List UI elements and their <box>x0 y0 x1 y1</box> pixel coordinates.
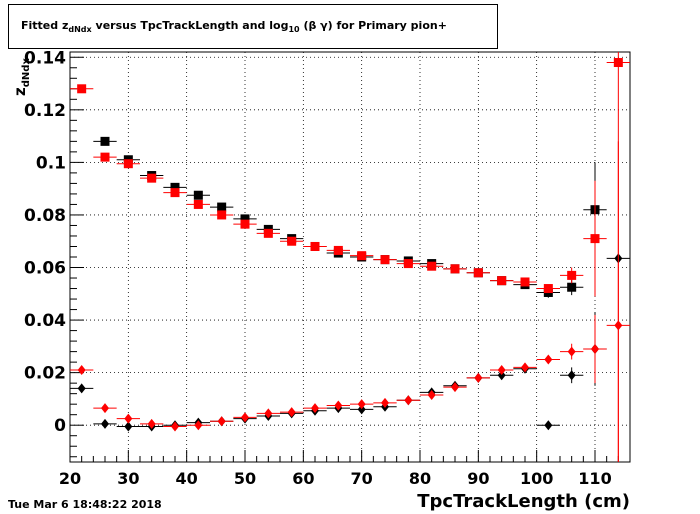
data-point-diamond <box>404 395 413 406</box>
data-point-diamond <box>381 397 389 408</box>
data-marks <box>70 52 630 462</box>
data-point-square <box>567 282 577 292</box>
y-tick-label: 0.06 <box>24 259 66 279</box>
data-point-square <box>193 199 203 209</box>
data-point-square <box>170 182 180 192</box>
y-tick-label: 0.08 <box>24 206 66 226</box>
data-point-diamond <box>357 399 366 410</box>
data-point-square <box>310 241 320 251</box>
data-point-diamond <box>101 403 109 414</box>
tick-labels: 20 30 40 50 60 70 80 90 100 110 0 0.02 0.04 0.06 0.08 0… <box>24 48 612 488</box>
x-tick-label: 70 <box>351 469 373 488</box>
x-tick-label: 30 <box>117 469 139 488</box>
data-point-square <box>473 268 483 278</box>
data-point-square <box>170 188 180 198</box>
data-point-diamond <box>591 343 599 354</box>
x-tick-label: 60 <box>292 469 314 488</box>
data-point-square <box>217 210 227 220</box>
data-point-diamond <box>171 421 179 432</box>
axis-ticks <box>69 56 631 462</box>
x-axis-title: TpcTrackLength (cm) <box>417 491 630 512</box>
data-point-diamond <box>497 365 506 376</box>
data-point-square <box>77 84 87 94</box>
data-point-square <box>193 190 203 200</box>
data-point-diamond <box>264 408 273 419</box>
data-point-square <box>123 159 133 169</box>
y-tick-label: 0.14 <box>24 48 66 68</box>
data-point-square <box>427 261 437 271</box>
data-point-diamond <box>147 418 156 429</box>
data-point-diamond <box>124 413 133 424</box>
data-point-diamond <box>194 420 203 431</box>
data-point-diamond <box>544 420 553 431</box>
data-point-diamond <box>217 416 226 427</box>
data-point-diamond <box>77 383 86 394</box>
data-point-square <box>357 251 367 261</box>
chart-title: Fitted zdNdx versus TpcTrackLength and l… <box>21 19 447 34</box>
data-point-diamond <box>544 354 553 365</box>
data-point-diamond <box>451 382 459 393</box>
data-point-square <box>613 58 623 68</box>
y-tick-label: 0 <box>54 416 66 436</box>
data-point-square <box>520 277 530 287</box>
data-point-square <box>333 245 343 255</box>
data-point-diamond <box>427 389 436 400</box>
x-tick-label: 100 <box>520 469 553 488</box>
data-point-square <box>217 202 227 212</box>
y-tick-label: 0.02 <box>24 364 66 384</box>
x-tick-label: 110 <box>578 469 611 488</box>
y-axis-title: zdNdx <box>11 58 32 96</box>
data-point-square <box>403 259 413 269</box>
data-point-diamond <box>521 362 529 373</box>
data-point-diamond <box>357 404 366 415</box>
y-tick-label: 0.12 <box>24 101 66 121</box>
data-point-diamond <box>101 418 109 429</box>
data-point-diamond <box>567 346 576 357</box>
data-point-diamond <box>124 421 133 432</box>
y-tick-label: 0.1 <box>36 153 66 173</box>
data-point-square <box>543 284 553 294</box>
x-tick-label: 90 <box>467 469 489 488</box>
data-point-diamond <box>614 320 623 331</box>
title-box: Fitted zdNdx versus TpcTrackLength and l… <box>8 4 498 49</box>
data-point-square <box>590 234 600 244</box>
x-tick-label: 50 <box>234 469 256 488</box>
data-point-diamond <box>474 372 483 383</box>
x-tick-label: 20 <box>59 469 81 488</box>
data-point-square <box>287 236 297 246</box>
y-tick-label: 0.04 <box>24 311 66 331</box>
data-point-diamond <box>311 403 319 414</box>
data-point-square <box>100 136 110 146</box>
data-point-square <box>263 228 273 238</box>
data-point-diamond <box>567 370 576 381</box>
footer-date: Tue Mar 6 18:48:22 2018 <box>8 498 162 511</box>
data-point-square <box>497 276 507 286</box>
data-point-square <box>567 270 577 280</box>
data-point-diamond <box>241 412 249 423</box>
data-point-diamond <box>497 370 506 381</box>
data-point-square <box>100 152 110 162</box>
data-point-square <box>450 264 460 274</box>
x-tick-label: 40 <box>176 469 198 488</box>
data-point-square <box>240 214 250 224</box>
data-point-diamond <box>334 400 343 411</box>
data-point-diamond <box>77 365 86 376</box>
data-point-square <box>147 173 157 183</box>
data-point-square <box>380 255 390 265</box>
x-tick-label: 80 <box>409 469 431 488</box>
data-point-square <box>240 219 250 229</box>
grid-lines <box>69 52 630 462</box>
data-point-diamond <box>287 407 296 418</box>
